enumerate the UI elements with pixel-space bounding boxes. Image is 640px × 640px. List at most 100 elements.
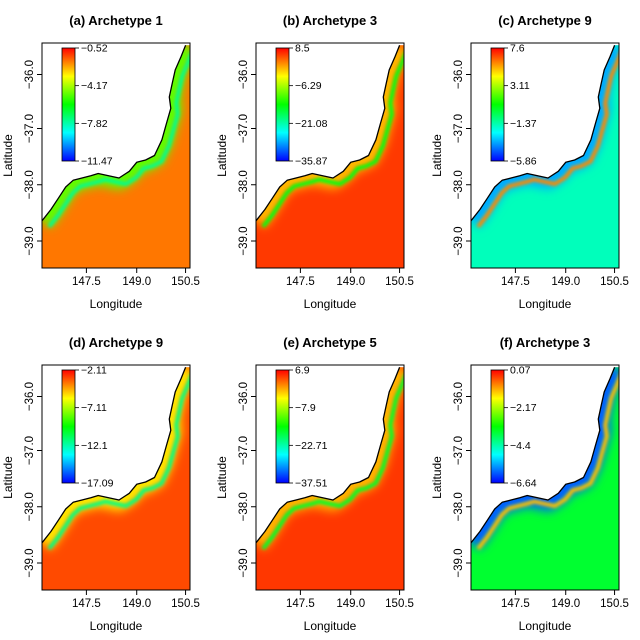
y-tick-label: −37.0 bbox=[238, 436, 250, 465]
coastline bbox=[255, 45, 401, 222]
x-tick-label: 149.0 bbox=[551, 276, 580, 288]
x-axis-label: Longitude bbox=[90, 297, 143, 311]
colorbar bbox=[275, 369, 290, 484]
coastline bbox=[41, 367, 187, 544]
colorbar-tick-label: −6.64 bbox=[510, 478, 537, 490]
y-tick-label: −39.0 bbox=[238, 548, 250, 577]
plot-frame bbox=[255, 42, 405, 269]
colorbar-tick-label: −17.09 bbox=[81, 478, 114, 490]
colorbar-tick-label: 8.5 bbox=[295, 43, 310, 55]
y-tick-label: −38.0 bbox=[453, 492, 465, 521]
plot-frame bbox=[255, 364, 405, 591]
x-tick-label: 150.5 bbox=[600, 276, 629, 288]
x-tick-label: 150.5 bbox=[600, 598, 629, 610]
colorbar-tick-label: −2.17 bbox=[510, 402, 537, 414]
map-panel: (d) Archetype 9 147.5 149.0 150.5 −36.0 −37.0… bbox=[1, 335, 200, 633]
plot-frame bbox=[41, 42, 191, 269]
y-axis-label: Latitude bbox=[430, 134, 444, 177]
x-tick-label: 149.0 bbox=[551, 598, 580, 610]
colorbar-tick-label: −0.52 bbox=[81, 43, 108, 55]
x-tick-label: 150.5 bbox=[171, 276, 200, 288]
map-panel: (c) Archetype 9 147.5 149.0 150.5 −36.0 −37.0… bbox=[430, 13, 629, 311]
y-tick-label: −37.0 bbox=[24, 114, 36, 143]
colorbar-tick-label: 0.07 bbox=[510, 365, 531, 377]
y-axis-label: Latitude bbox=[430, 456, 444, 499]
colorbar-tick-label: 3.11 bbox=[510, 80, 530, 92]
colorbar-tick-label: −4.4 bbox=[510, 440, 531, 452]
colorbar-tick-label: −7.11 bbox=[81, 402, 107, 414]
x-tick-label: 149.0 bbox=[122, 598, 151, 610]
x-tick-label: 147.5 bbox=[286, 598, 315, 610]
plot-frame bbox=[470, 42, 620, 269]
shelf-edge bbox=[476, 50, 619, 229]
shelf-edge bbox=[476, 372, 619, 551]
y-tick-label: −39.0 bbox=[238, 226, 250, 255]
map-panel: (b) Archetype 3 147.5 149.0 150.5 −36.0 −37.0… bbox=[215, 13, 414, 311]
y-axis-label: Latitude bbox=[1, 456, 15, 499]
colorbar-tick-label: −1.37 bbox=[510, 118, 537, 130]
x-tick-label: 147.5 bbox=[501, 598, 530, 610]
colorbar-tick-label: −6.29 bbox=[295, 80, 322, 92]
colorbar-tick-label: −21.08 bbox=[295, 118, 328, 130]
x-axis-label: Longitude bbox=[519, 297, 572, 311]
map-panel: (a) Archetype 1 147.5 149.0 150.5 −36.0 −37.0… bbox=[1, 13, 200, 311]
plot-frame bbox=[41, 364, 191, 591]
map-panel: (e) Archetype 5 147.5 149.0 150.5 −36.0 −37.0… bbox=[215, 335, 414, 633]
colorbar-tick-label: 7.6 bbox=[510, 43, 525, 55]
map-panel: (f) Archetype 3 147.5 149.0 150.5 −36.0 −37.0… bbox=[430, 335, 629, 633]
x-tick-label: 147.5 bbox=[72, 598, 101, 610]
colorbar-tick-label: −2.11 bbox=[81, 365, 107, 377]
y-axis-label: Latitude bbox=[1, 134, 15, 177]
x-tick-label: 149.0 bbox=[122, 276, 151, 288]
colorbar-tick-label: −35.87 bbox=[295, 156, 328, 168]
x-tick-label: 150.5 bbox=[385, 276, 414, 288]
y-tick-label: −39.0 bbox=[24, 226, 36, 255]
shelf-edge bbox=[261, 372, 404, 551]
colorbar-tick-label: −7.9 bbox=[295, 402, 316, 414]
colorbar bbox=[490, 47, 505, 162]
x-axis-label: Longitude bbox=[519, 619, 572, 633]
x-tick-label: 149.0 bbox=[336, 598, 365, 610]
y-tick-label: −39.0 bbox=[24, 548, 36, 577]
y-tick-label: −39.0 bbox=[453, 548, 465, 577]
y-tick-label: −36.0 bbox=[24, 382, 36, 411]
x-tick-label: 149.0 bbox=[336, 276, 365, 288]
colorbar-tick-label: −5.86 bbox=[510, 156, 537, 168]
x-tick-label: 147.5 bbox=[501, 276, 530, 288]
y-tick-label: −38.0 bbox=[24, 492, 36, 521]
colorbar-tick-label: −22.71 bbox=[295, 440, 328, 452]
colorbar-tick-label: −4.17 bbox=[81, 80, 108, 92]
coastline bbox=[255, 367, 401, 544]
y-tick-label: −39.0 bbox=[453, 226, 465, 255]
panel-title: (f) Archetype 3 bbox=[500, 335, 591, 350]
x-tick-label: 147.5 bbox=[286, 276, 315, 288]
shelf-edge bbox=[261, 50, 404, 229]
panel-title: (e) Archetype 5 bbox=[283, 335, 376, 350]
y-tick-label: −36.0 bbox=[24, 60, 36, 89]
coastline bbox=[41, 45, 187, 222]
colorbar-tick-label: −7.82 bbox=[81, 118, 108, 130]
y-axis-label: Latitude bbox=[215, 134, 229, 177]
colorbar bbox=[61, 47, 76, 162]
y-tick-label: −37.0 bbox=[24, 436, 36, 465]
y-tick-label: −38.0 bbox=[238, 170, 250, 199]
y-tick-label: −37.0 bbox=[238, 114, 250, 143]
panel-title: (b) Archetype 3 bbox=[283, 13, 377, 28]
y-tick-label: −38.0 bbox=[453, 170, 465, 199]
y-tick-label: −38.0 bbox=[24, 170, 36, 199]
y-tick-label: −37.0 bbox=[453, 436, 465, 465]
x-tick-label: 150.5 bbox=[171, 598, 200, 610]
y-tick-label: −36.0 bbox=[453, 60, 465, 89]
shelf-edge bbox=[47, 372, 190, 551]
colorbar-tick-label: −37.51 bbox=[295, 478, 328, 490]
panel-title: (a) Archetype 1 bbox=[69, 13, 162, 28]
x-tick-label: 150.5 bbox=[385, 598, 414, 610]
y-axis-label: Latitude bbox=[215, 456, 229, 499]
colorbar-tick-label: 6.9 bbox=[295, 365, 310, 377]
coastline bbox=[470, 45, 616, 222]
panel-title: (d) Archetype 9 bbox=[69, 335, 163, 350]
colorbar bbox=[61, 369, 76, 484]
y-tick-label: −36.0 bbox=[238, 60, 250, 89]
x-tick-label: 147.5 bbox=[72, 276, 101, 288]
